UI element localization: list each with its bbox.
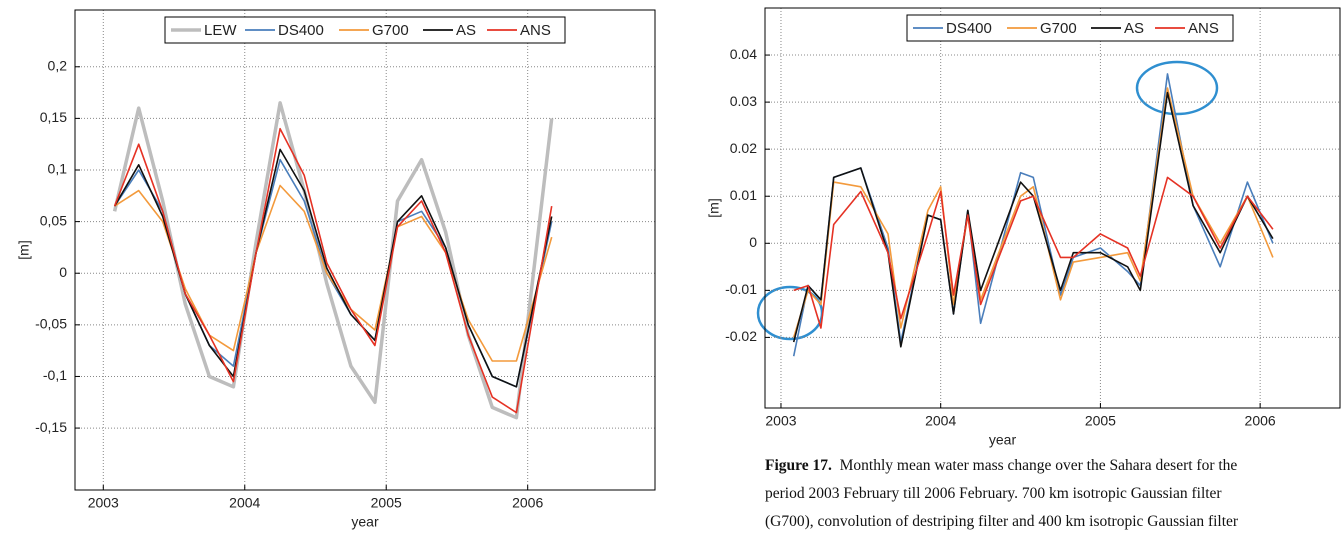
y-tick-label: 0 — [749, 234, 757, 250]
legend-label: G700 — [1040, 20, 1077, 37]
caption-text: Monthly mean water mass change over the … — [839, 457, 1238, 474]
series-line — [114, 184, 553, 362]
plot-frame — [74, 9, 656, 491]
x-tick-label: 2006 — [1245, 413, 1276, 429]
plot-frame — [764, 7, 1341, 409]
legend: LEW DS400 G700 AS ANS — [164, 16, 566, 44]
y-tick-label: 0.03 — [730, 93, 757, 109]
legend-label: AS — [456, 22, 476, 39]
legend-label: LEW — [204, 22, 237, 39]
y-axis-label: [m] — [706, 198, 722, 217]
y-tick-label: -0.02 — [725, 328, 757, 344]
highlight-circle — [1135, 60, 1219, 116]
y-axis-label: [m] — [16, 240, 32, 259]
series-line — [792, 91, 1274, 348]
x-tick-label: 2005 — [1085, 413, 1116, 429]
caption: Figure 17. Monthly mean water mass chang… — [765, 452, 1341, 536]
series-line — [792, 87, 1274, 338]
y-tick-label: -0,05 — [35, 316, 67, 332]
chart: -0.02 -0.01 0 0.01 0.02 0.03 0.04 2003 2004 2005 2… — [706, 7, 1341, 448]
chart: -0,15 -0,1 -0,05 0 0,05 0,1 0,15 0,2 2003 2004 200… — [16, 9, 656, 530]
y-tick-label: 0,15 — [40, 109, 67, 125]
y-tick-label: 0 — [59, 264, 67, 280]
caption-label: Figure 17. — [765, 457, 832, 474]
x-tick-label: 2003 — [765, 413, 796, 429]
y-tick-label: -0,15 — [35, 419, 67, 435]
x-tick-label: 2006 — [512, 495, 543, 511]
x-tick-label: 2004 — [925, 413, 956, 429]
legend-label: DS400 — [278, 22, 324, 39]
legend-label: DS400 — [946, 20, 992, 37]
legend-label: AS — [1124, 20, 1144, 37]
x-tick-label: 2004 — [229, 495, 260, 511]
caption-line: Figure 17. Monthly mean water mass chang… — [765, 452, 1341, 480]
y-tick-label: -0,1 — [43, 367, 67, 383]
y-tick-label: 0,1 — [48, 161, 68, 177]
y-tick-label: 0,2 — [48, 57, 68, 73]
y-tick-label: 0.02 — [730, 140, 757, 156]
series-line — [112, 101, 554, 420]
series-line — [113, 127, 553, 414]
x-tick-label: 2003 — [88, 495, 119, 511]
y-tick-label: 0.04 — [730, 46, 757, 62]
legend-label: ANS — [1188, 20, 1219, 37]
legend: DS400 G700 AS ANS — [906, 14, 1234, 42]
x-axis-label: year — [989, 432, 1017, 448]
y-tick-label: 0.01 — [730, 187, 757, 203]
caption-line: (G700), convolution of destriping filter… — [765, 513, 1239, 530]
y-tick-label: -0.01 — [725, 281, 757, 297]
y-tick-label: 0,05 — [40, 212, 67, 228]
legend-label: ANS — [520, 22, 551, 39]
caption-line: period 2003 February till 2006 February.… — [765, 485, 1222, 502]
series-line — [793, 176, 1274, 329]
x-axis-label: year — [351, 514, 379, 530]
x-tick-label: 2005 — [371, 495, 402, 511]
series-line — [792, 73, 1274, 357]
legend-label: G700 — [372, 22, 409, 39]
